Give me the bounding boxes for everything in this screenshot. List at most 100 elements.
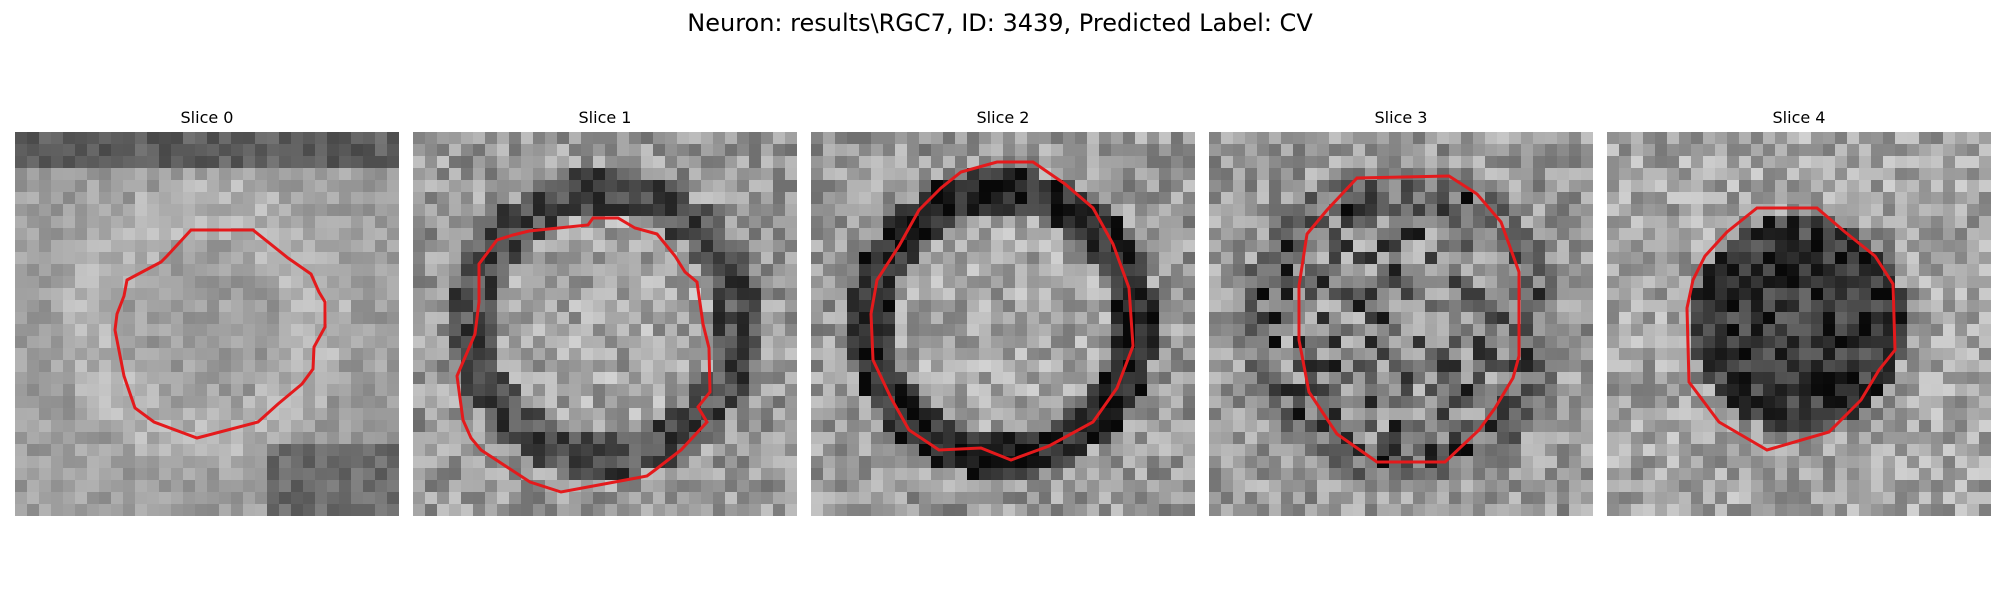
pixel [1979,444,1991,457]
pixel [1425,276,1438,289]
pixel [1269,264,1282,277]
pixel [677,180,690,193]
pixel [1147,240,1160,253]
pixel [1221,336,1234,349]
pixel [75,288,88,301]
pixel [497,192,510,205]
pixel [1233,252,1246,265]
pixel [231,504,244,516]
pixel [1365,300,1378,313]
pixel [267,336,280,349]
pixel [63,252,76,265]
pixel [1859,300,1872,313]
pixel [1281,168,1294,181]
pixel-grid [811,132,1195,516]
pixel [737,480,750,493]
pixel [327,144,340,157]
pixel [1377,444,1390,457]
pixel [1569,348,1582,361]
pixel [303,504,316,516]
pixel [375,168,388,181]
pixel [437,228,450,241]
pixel [1401,336,1414,349]
pixel [1257,492,1270,505]
pixel [617,264,630,277]
pixel [1607,252,1620,265]
pixel [1533,252,1546,265]
pixel [737,348,750,361]
pixel [1233,336,1246,349]
pixel [111,180,124,193]
pixel [991,144,1004,157]
pixel [761,396,774,409]
pixel [87,288,100,301]
pixel [1257,360,1270,373]
pixel [1655,312,1668,325]
pixel [629,432,642,445]
pixel [785,228,797,241]
pixel [641,432,654,445]
pixel [1691,144,1704,157]
pixel [1823,360,1836,373]
pixel [1895,324,1908,337]
pixel [375,264,388,277]
pixel [1269,252,1282,265]
pixel [485,288,498,301]
pixel [1581,156,1593,169]
pixel [521,432,534,445]
pixel [1631,456,1644,469]
pixel [63,504,76,516]
pixel [1063,408,1076,421]
pixel [859,288,872,301]
pixel [1533,420,1546,433]
pixel [437,336,450,349]
pixel [653,360,666,373]
pixel [1619,204,1632,217]
pixel [1643,252,1656,265]
pixel [557,420,570,433]
pixel [943,204,956,217]
pixel [1027,408,1040,421]
pixel [1377,348,1390,361]
pixel [1027,180,1040,193]
pixel [569,180,582,193]
pixel [773,300,786,313]
pixel [725,288,738,301]
pixel [967,192,980,205]
pixel [1835,180,1848,193]
pixel [147,180,160,193]
pixel [979,240,992,253]
pixel [413,228,426,241]
pixel [1895,216,1908,229]
pixel [497,132,510,145]
pixel [1497,432,1510,445]
pixel [497,180,510,193]
pixel [521,252,534,265]
pixel [1449,456,1462,469]
pixel [1751,264,1764,277]
pixel [943,276,956,289]
pixel [195,192,208,205]
pixel [545,132,558,145]
pixel [1473,360,1486,373]
pixel [1183,480,1195,493]
pixel [1111,504,1124,516]
pixel [195,300,208,313]
pixel [1835,264,1848,277]
pixel [979,360,992,373]
pixel [1257,372,1270,385]
pixel [99,480,112,493]
pixel [473,420,486,433]
pixel [967,216,980,229]
pixel [267,480,280,493]
pixel [159,492,172,505]
pixel [943,420,956,433]
pixel [1619,288,1632,301]
pixel [665,132,678,145]
pixel [15,228,28,241]
pixel [303,444,316,457]
pixel [1221,264,1234,277]
pixel [991,216,1004,229]
pixel [1655,396,1668,409]
pixel [351,492,364,505]
